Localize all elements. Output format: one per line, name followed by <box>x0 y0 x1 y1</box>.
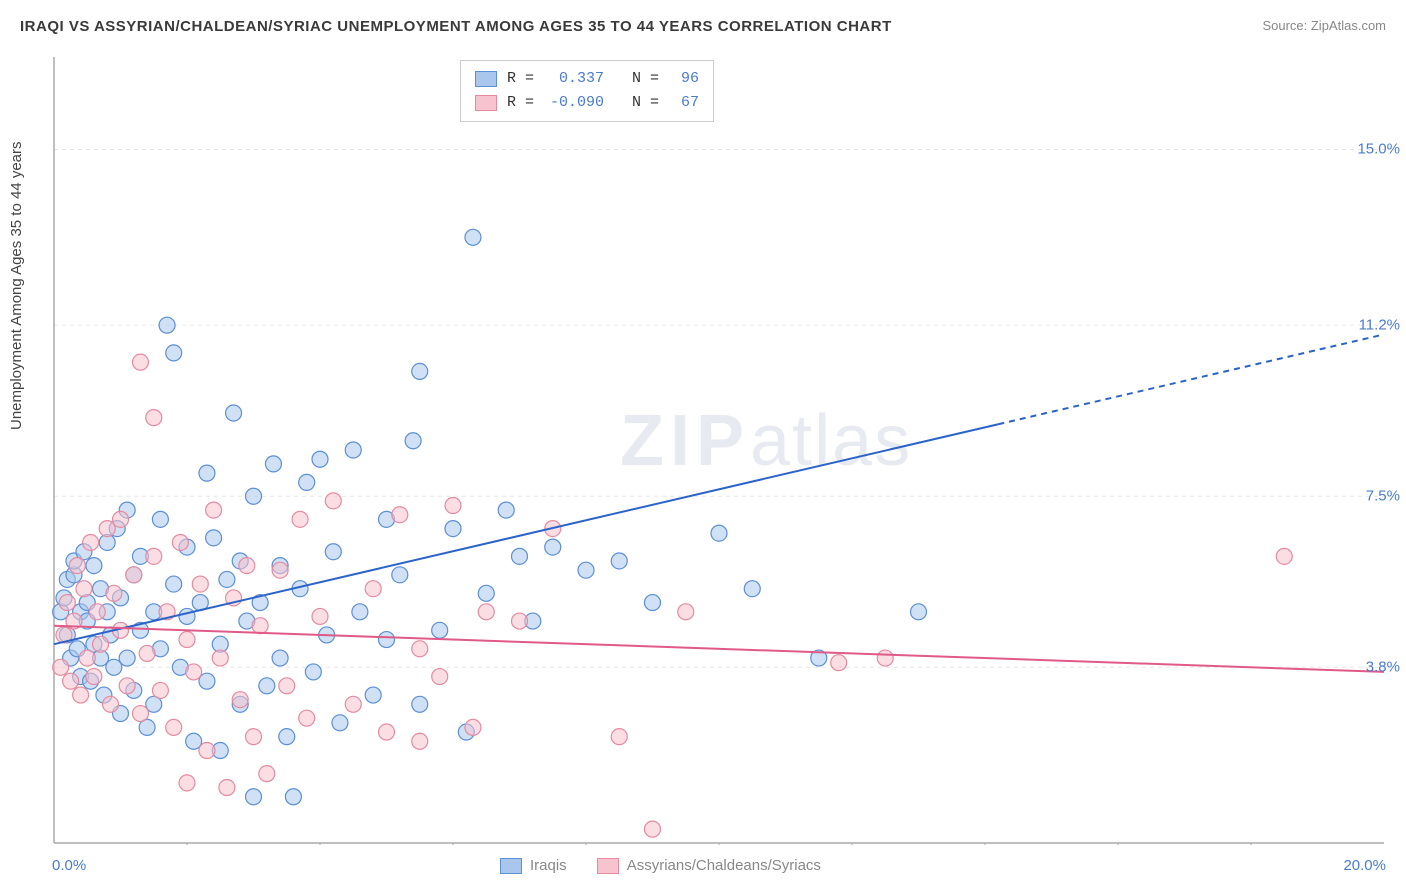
y-tick-label: 11.2% <box>1359 317 1400 334</box>
n-label: N = <box>614 91 659 115</box>
legend-swatch <box>475 71 497 87</box>
r-label: R = <box>507 91 534 115</box>
x-axis-max-label: 20.0% <box>1343 857 1386 874</box>
y-axis-label: Unemployment Among Ages 35 to 44 years <box>8 141 25 430</box>
r-legend-row: R = -0.090 N = 67 <box>475 91 699 115</box>
scatter-plot <box>52 55 1386 845</box>
legend-swatch <box>500 858 522 874</box>
correlation-legend: R = 0.337 N = 96 R = -0.090 N = 67 <box>460 60 714 122</box>
legend-label: Iraqis <box>530 857 567 874</box>
n-label: N = <box>614 67 659 91</box>
series-legend: Iraqis Assyrians/Chaldeans/Syriacs <box>500 857 821 874</box>
r-label: R = <box>507 67 534 91</box>
y-tick-label: 7.5% <box>1366 488 1400 505</box>
n-value: 67 <box>669 91 699 115</box>
n-value: 96 <box>669 67 699 91</box>
source-label: Source: ZipAtlas.com <box>1262 18 1386 33</box>
legend-item: Iraqis <box>500 857 567 874</box>
r-value: -0.090 <box>544 91 604 115</box>
y-tick-label: 15.0% <box>1357 141 1400 158</box>
legend-label: Assyrians/Chaldeans/Syriacs <box>627 857 821 874</box>
y-tick-label: 3.8% <box>1366 659 1400 676</box>
x-axis-min-label: 0.0% <box>52 857 86 874</box>
chart-title: IRAQI VS ASSYRIAN/CHALDEAN/SYRIAC UNEMPL… <box>20 18 892 35</box>
legend-item: Assyrians/Chaldeans/Syriacs <box>597 857 821 874</box>
legend-swatch <box>475 95 497 111</box>
legend-swatch <box>597 858 619 874</box>
r-value: 0.337 <box>544 67 604 91</box>
r-legend-row: R = 0.337 N = 96 <box>475 67 699 91</box>
